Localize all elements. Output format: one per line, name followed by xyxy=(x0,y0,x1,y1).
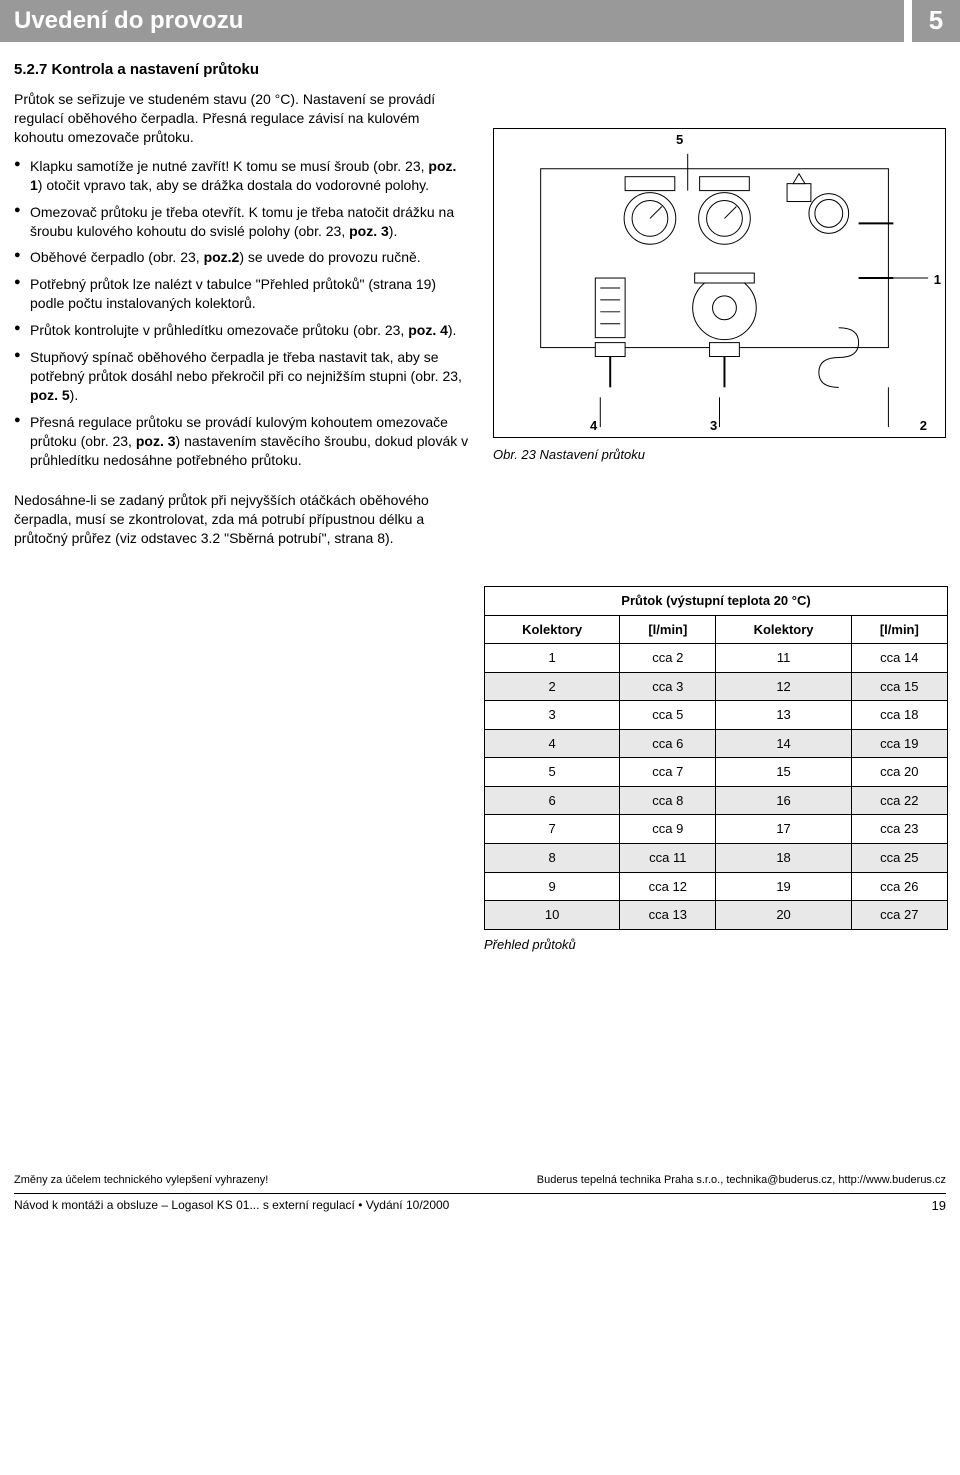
table-cell: 18 xyxy=(716,843,851,872)
footer-company: Buderus tepelná technika Praha s.r.o., t… xyxy=(537,1173,946,1188)
table-title: Průtok (výstupní teplota 20 °C) xyxy=(485,587,948,616)
list-item: Stupňový spínač oběhového čerpadla je tř… xyxy=(14,348,469,405)
chapter-title: Uvedení do provozu xyxy=(0,0,904,42)
table-cell: cca 26 xyxy=(851,872,947,901)
table-row: 2cca 312cca 15 xyxy=(485,672,948,701)
list-item: Potřebný průtok lze nalézt v tabulce "Př… xyxy=(14,275,469,313)
table-cell: 16 xyxy=(716,786,851,815)
list-item: Oběhové čerpadlo (obr. 23, poz.2) se uve… xyxy=(14,248,469,267)
figure-caption: Obr. 23 Nastavení průtoku xyxy=(493,446,946,464)
table-row: 4cca 614cca 19 xyxy=(485,729,948,758)
table-cell: cca 6 xyxy=(620,729,716,758)
figure-label-4: 4 xyxy=(590,417,597,435)
table-header: [l/min] xyxy=(851,615,947,644)
page-footer: Změny za účelem technického vylepšení vy… xyxy=(0,1173,960,1214)
table-cell: 9 xyxy=(485,872,620,901)
table-cell: cca 9 xyxy=(620,815,716,844)
table-cell: 5 xyxy=(485,758,620,787)
footer-doc-title: Návod k montáži a obsluze – Logasol KS 0… xyxy=(14,1197,449,1215)
chapter-number: 5 xyxy=(912,0,960,42)
table-cell: 1 xyxy=(485,644,620,673)
pump-station-diagram xyxy=(494,129,945,437)
table-cell: 3 xyxy=(485,701,620,730)
figure-label-1: 1 xyxy=(934,271,941,289)
figure-label-3: 3 xyxy=(710,417,717,435)
followup-paragraph: Nedosáhne-li se zadaný průtok při nejvyš… xyxy=(14,491,474,548)
table-cell: 10 xyxy=(485,901,620,930)
page-number: 19 xyxy=(932,1197,946,1215)
figure-23: 5 4 3 2 1 xyxy=(493,128,946,438)
table-cell: cca 3 xyxy=(620,672,716,701)
figure-label-5: 5 xyxy=(676,131,683,149)
table-cell: 19 xyxy=(716,872,851,901)
table-cell: cca 22 xyxy=(851,786,947,815)
table-header: Kolektory xyxy=(716,615,851,644)
table-row: 3cca 513cca 18 xyxy=(485,701,948,730)
body-text-column: 5.2.7 Kontrola a nastavení průtoku Průto… xyxy=(14,60,469,477)
table-header: Kolektory xyxy=(485,615,620,644)
table-cell: 8 xyxy=(485,843,620,872)
table-header: [l/min] xyxy=(620,615,716,644)
header-gap xyxy=(904,0,912,42)
table-cell: 2 xyxy=(485,672,620,701)
table-cell: cca 13 xyxy=(620,901,716,930)
table-cell: cca 25 xyxy=(851,843,947,872)
table-row: 5cca 715cca 20 xyxy=(485,758,948,787)
flow-rate-table: Průtok (výstupní teplota 20 °C) Kolektor… xyxy=(484,586,948,930)
table-cell: cca 14 xyxy=(851,644,947,673)
table-row: 6cca 816cca 22 xyxy=(485,786,948,815)
list-item: Přesná regulace průtoku se provádí kulov… xyxy=(14,413,469,470)
table-cell: 15 xyxy=(716,758,851,787)
table-row: 8cca 1118cca 25 xyxy=(485,843,948,872)
table-cell: 13 xyxy=(716,701,851,730)
table-cell: 12 xyxy=(716,672,851,701)
list-item: Omezovač průtoku je třeba otevřít. K tom… xyxy=(14,203,469,241)
figure-column: 5 4 3 2 1 Obr. 23 Nastavení průtoku xyxy=(493,60,946,477)
table-cell: 6 xyxy=(485,786,620,815)
table-cell: cca 27 xyxy=(851,901,947,930)
table-cell: cca 19 xyxy=(851,729,947,758)
table-row: 10cca 1320cca 27 xyxy=(485,901,948,930)
table-cell: 20 xyxy=(716,901,851,930)
table-cell: cca 20 xyxy=(851,758,947,787)
intro-paragraph: Průtok se seřizuje ve studeném stavu (20… xyxy=(14,90,469,147)
footer-disclaimer: Změny za účelem technického vylepšení vy… xyxy=(14,1173,268,1188)
table-caption: Přehled průtoků xyxy=(484,936,948,954)
table-cell: 4 xyxy=(485,729,620,758)
table-cell: cca 7 xyxy=(620,758,716,787)
table-cell: cca 8 xyxy=(620,786,716,815)
flow-table-container: Průtok (výstupní teplota 20 °C) Kolektor… xyxy=(484,586,948,953)
chapter-header: Uvedení do provozu 5 xyxy=(0,0,960,42)
bullet-list: Klapku samotíže je nutné zavřít! K tomu … xyxy=(14,157,469,469)
table-cell: 7 xyxy=(485,815,620,844)
table-row: 9cca 1219cca 26 xyxy=(485,872,948,901)
table-row: 7cca 917cca 23 xyxy=(485,815,948,844)
table-row: 1cca 211cca 14 xyxy=(485,644,948,673)
table-cell: cca 18 xyxy=(851,701,947,730)
table-cell: cca 5 xyxy=(620,701,716,730)
table-cell: cca 23 xyxy=(851,815,947,844)
list-item: Průtok kontrolujte v průhledítku omezova… xyxy=(14,321,469,340)
table-cell: 17 xyxy=(716,815,851,844)
list-item: Klapku samotíže je nutné zavřít! K tomu … xyxy=(14,157,469,195)
table-cell: 11 xyxy=(716,644,851,673)
table-cell: cca 12 xyxy=(620,872,716,901)
table-cell: cca 2 xyxy=(620,644,716,673)
section-heading: 5.2.7 Kontrola a nastavení průtoku xyxy=(14,60,469,80)
figure-label-2: 2 xyxy=(920,417,927,435)
table-cell: 14 xyxy=(716,729,851,758)
table-cell: cca 15 xyxy=(851,672,947,701)
table-cell: cca 11 xyxy=(620,843,716,872)
footer-rule xyxy=(14,1193,946,1194)
